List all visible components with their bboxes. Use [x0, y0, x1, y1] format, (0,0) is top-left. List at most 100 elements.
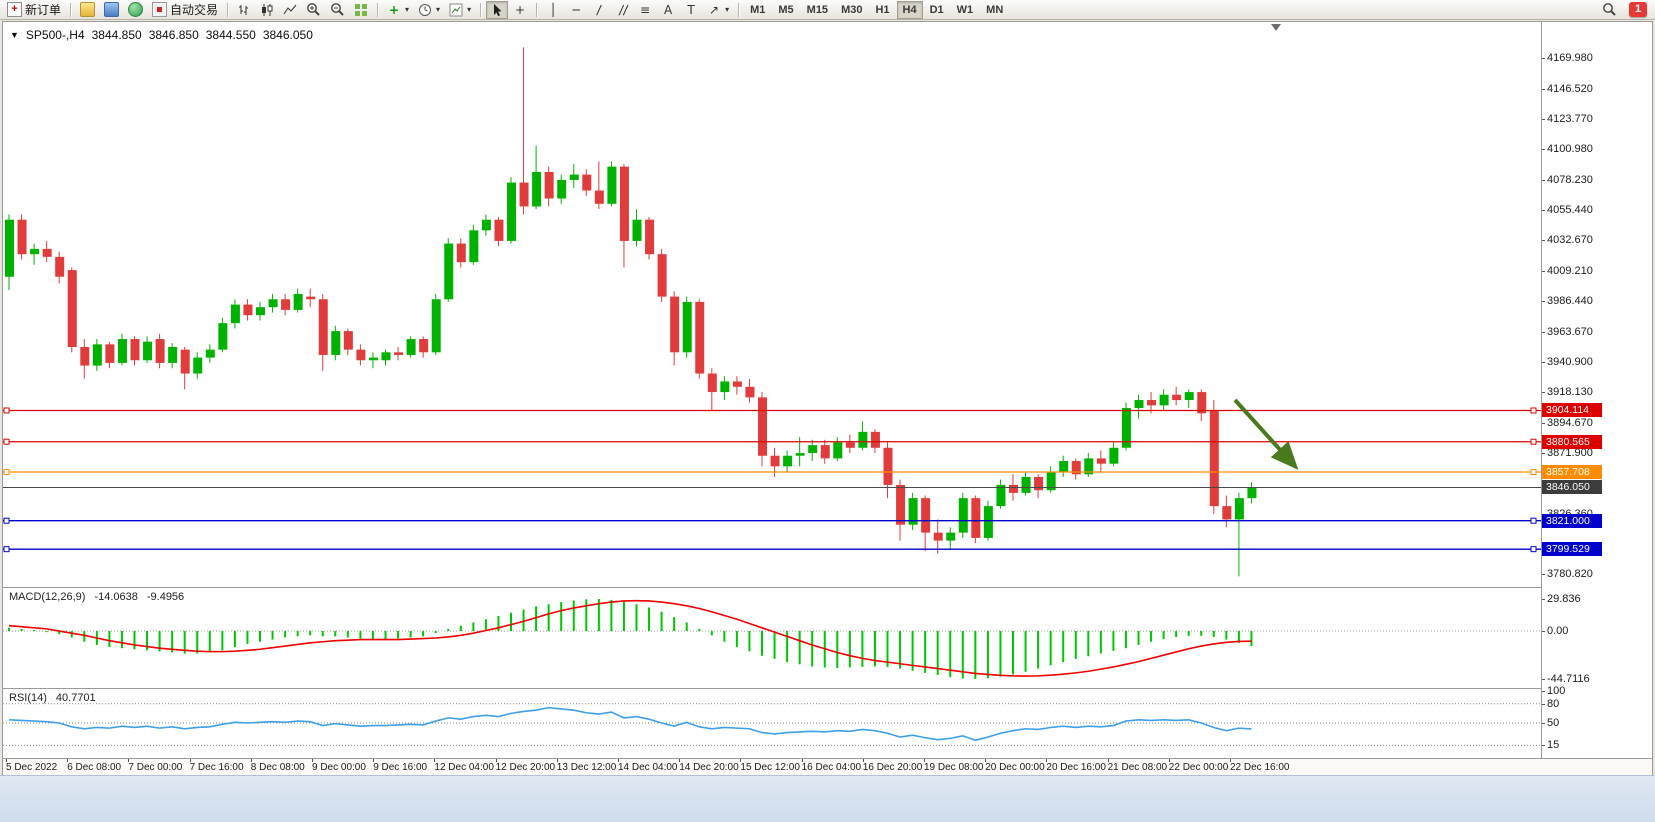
toolbar-separator — [377, 2, 379, 17]
notification-badge[interactable]: 1 — [1629, 2, 1647, 17]
hline-handle[interactable] — [3, 469, 10, 476]
hline-handle[interactable] — [3, 407, 10, 414]
time-axis[interactable]: 5 Dec 2022 6 Dec 08:00 7 Dec 00:00 7 Dec 16… — [3, 758, 1652, 776]
price-level-badge: 3799.529 — [1542, 542, 1602, 557]
time-axis-label: 5 Dec 2022 — [6, 759, 58, 773]
hline-handle[interactable] — [3, 546, 10, 553]
time-axis-label: 12 Dec 04:00 — [434, 759, 494, 773]
trendline-tool-button[interactable]: / — [588, 1, 610, 19]
ohlc-low: 3844.550 — [205, 28, 256, 42]
price-axis-label: 4169.980 — [1542, 51, 1593, 64]
timeframe-m5[interactable]: M5 — [772, 1, 799, 19]
zoom-out-button[interactable] — [326, 1, 349, 19]
tile-windows-button[interactable] — [350, 1, 372, 19]
channel-icon: // — [617, 2, 629, 17]
rsi-axis-label: 100 — [1541, 684, 1566, 697]
autotrading-button[interactable]: 自动交易 — [148, 1, 222, 19]
timeframe-m1[interactable]: M1 — [744, 1, 771, 19]
zoom-out-icon — [331, 3, 344, 16]
indicators-button[interactable]: + ▾ — [383, 1, 413, 19]
timeframe-m15[interactable]: M15 — [801, 1, 834, 19]
rsi-line — [8, 706, 1252, 742]
profiles-icon — [104, 2, 120, 17]
chart-symbol-period: SP500-,H4 — [25, 28, 85, 42]
timeframe-m30[interactable]: M30 — [835, 1, 868, 19]
timeframe-w1[interactable]: W1 — [951, 1, 980, 19]
autotrading-label: 自动交易 — [170, 3, 219, 17]
templates-button[interactable]: ▾ — [445, 1, 475, 19]
time-axis-label: 16 Dec 20:00 — [862, 759, 923, 773]
hline-handle[interactable] — [1530, 517, 1537, 524]
bar-chart-button[interactable] — [233, 1, 255, 19]
chevron-down-icon: ▾ — [436, 5, 441, 14]
hline-handle[interactable] — [3, 517, 10, 524]
time-axis-label: 14 Dec 20:00 — [679, 759, 739, 773]
price-level-badge: 3857.708 — [1542, 465, 1602, 480]
rsi-value: 40.7701 — [55, 692, 96, 704]
top-toolbar: 新订单 自动交易 +▾ — [0, 0, 1655, 20]
chevron-down-icon: ▾ — [405, 5, 410, 14]
macd-main-value: -14.0638 — [94, 591, 138, 603]
time-axis-label: 22 Dec 16:00 — [1230, 759, 1290, 773]
rsi-pane[interactable]: RSI(14) 40.7701 — [3, 689, 1541, 757]
trendline-icon: / — [595, 2, 603, 17]
toolbar-separator — [738, 2, 740, 17]
candlestick-chart-button[interactable] — [256, 1, 278, 19]
time-axis-label: 16 Dec 04:00 — [801, 759, 862, 773]
main-chart-canvas — [3, 47, 1541, 577]
channel-tool-button[interactable]: // — [611, 1, 633, 19]
timeframe-d1[interactable]: D1 — [924, 1, 950, 19]
macd-name: MACD(12,26,9) — [9, 591, 86, 603]
timeframe-mn[interactable]: MN — [980, 1, 1009, 19]
crosshair-icon: + — [515, 2, 526, 17]
profiles-button[interactable] — [100, 1, 123, 19]
text-label-tool-button[interactable]: T — [680, 1, 702, 19]
line-chart-button[interactable] — [279, 1, 301, 19]
charts-button[interactable] — [76, 1, 99, 19]
fibonacci-tool-button[interactable]: ≡ — [634, 1, 656, 19]
community-button[interactable] — [124, 1, 147, 19]
price-axis-label: 4032.670 — [1542, 234, 1593, 247]
zoom-in-button[interactable] — [302, 1, 325, 19]
time-axis-label: 15 Dec 12:00 — [740, 759, 800, 773]
crosshair-tool-button[interactable]: + — [509, 1, 531, 19]
macd-axis-label: 29.836 — [1542, 593, 1581, 605]
toolbar-separator — [536, 2, 538, 17]
time-axis-label: 7 Dec 00:00 — [128, 759, 183, 773]
search-icon — [1603, 3, 1616, 16]
ohlc-high: 3846.850 — [148, 28, 199, 42]
ohlc-collapse-icon[interactable]: ▼ — [10, 30, 19, 40]
price-axis-label: 4078.230 — [1542, 173, 1593, 186]
timeframe-h4[interactable]: H4 — [896, 0, 923, 19]
horizontal-line-tool-button[interactable]: ─ — [565, 1, 587, 19]
cursor-tool-button[interactable] — [486, 0, 509, 19]
macd-pane[interactable]: MACD(12,26,9) -14.0638 -9.4956 — [3, 588, 1541, 688]
timeframe-h1[interactable]: H1 — [869, 1, 895, 19]
time-axis-label: 19 Dec 08:00 — [924, 759, 984, 773]
zoom-in-icon — [307, 3, 320, 16]
price-axis[interactable]: 4169.980 4146.520 4123.770 4100.980 4078.230… — [1541, 22, 1652, 758]
periods-button[interactable]: ▾ — [414, 1, 444, 19]
hline-handle[interactable] — [1530, 469, 1537, 476]
new-order-button[interactable]: 新订单 — [3, 1, 65, 19]
hline-handle[interactable] — [1530, 407, 1537, 414]
time-axis-label: 6 Dec 08:00 — [67, 759, 122, 773]
toolbar-separator — [227, 2, 229, 17]
hline-handle[interactable] — [1530, 546, 1537, 553]
vertical-line-tool-button[interactable]: │ — [542, 1, 564, 19]
rsi-axis-label: 15 — [1541, 739, 1560, 752]
chart-shift-marker[interactable] — [1271, 24, 1281, 31]
search-button[interactable] — [1598, 1, 1621, 19]
toolbar-right-group: 1 — [1598, 1, 1652, 19]
macd-splitter[interactable] — [3, 587, 1652, 588]
text-tool-button[interactable]: A — [657, 1, 679, 19]
hline-handle[interactable] — [3, 438, 10, 445]
hline-handle[interactable] — [1530, 438, 1537, 445]
rsi-name: RSI(14) — [9, 692, 47, 704]
arrows-tool-button[interactable]: ↗ ▾ — [703, 1, 733, 19]
main-chart-pane[interactable]: ▼ SP500-,H4 3844.850 3846.850 3844.550 3… — [3, 22, 1541, 587]
trend-arrow-annotation[interactable] — [1233, 398, 1299, 470]
rsi-splitter[interactable] — [3, 688, 1652, 689]
price-level-badge: 3821.000 — [1542, 513, 1602, 528]
toolbar-separator — [70, 2, 72, 17]
